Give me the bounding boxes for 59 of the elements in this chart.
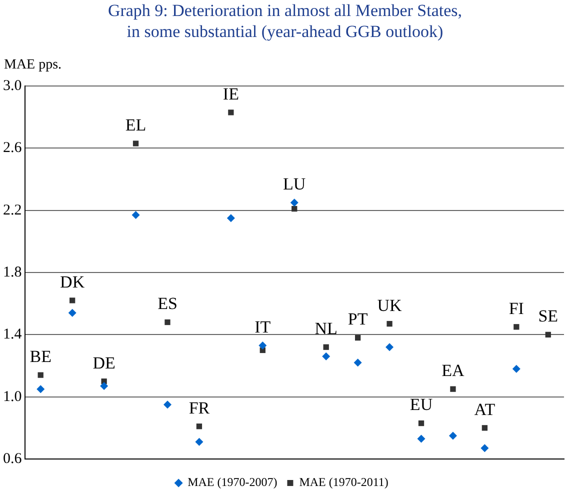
point xyxy=(514,324,520,330)
point xyxy=(70,298,76,304)
point xyxy=(323,344,329,350)
y-axis-title: MAE pps. xyxy=(4,58,62,73)
x-tick-label: IE xyxy=(222,84,239,104)
point xyxy=(545,332,551,338)
point xyxy=(68,308,76,317)
point xyxy=(450,386,456,392)
legend-label: MAE (1970-2011) xyxy=(299,475,388,490)
x-tick-label: IT xyxy=(254,318,272,337)
y-tick-label: 2.6 xyxy=(3,140,22,156)
point xyxy=(480,444,489,452)
x-tick-label: EA xyxy=(442,361,466,380)
x-tick-label: ES xyxy=(158,294,178,314)
x-tick-label: PT xyxy=(348,310,368,329)
x-tick-label: EL xyxy=(125,115,146,134)
x-tick-label: UK xyxy=(377,296,403,315)
x-tick-label: FI xyxy=(508,298,524,318)
chart-title: Graph 9: Deterioration in almost all Member States, in some substantial (year-ahead GGB outlook) xyxy=(106,0,464,43)
point xyxy=(100,382,108,390)
point xyxy=(228,110,234,116)
point xyxy=(354,358,362,367)
point xyxy=(258,342,267,350)
point xyxy=(163,400,172,409)
point xyxy=(132,140,139,146)
point xyxy=(417,434,426,443)
y-tick-label: 3.0 xyxy=(3,78,22,94)
point xyxy=(418,420,424,426)
y-tick-label: 1.8 xyxy=(3,264,22,280)
point xyxy=(292,206,298,212)
point xyxy=(36,385,45,394)
x-tick-label: FR xyxy=(188,398,210,418)
x-tick-label: NL xyxy=(314,319,338,338)
point xyxy=(164,319,170,326)
y-tick-label: 1.4 xyxy=(3,326,22,343)
point xyxy=(290,198,298,207)
point xyxy=(38,372,44,378)
y-tick-label: 2.2 xyxy=(3,202,22,218)
point xyxy=(196,424,202,430)
x-tick-label: SE xyxy=(538,306,558,326)
point xyxy=(322,352,330,360)
point xyxy=(386,343,394,352)
x-tick-label: AT xyxy=(474,400,496,419)
point xyxy=(354,334,361,341)
x-tick-label: BE xyxy=(30,347,52,366)
point xyxy=(195,438,204,446)
y-tick-label: 0.6 xyxy=(3,450,22,467)
point xyxy=(482,425,488,431)
x-tick-label: DK xyxy=(60,272,86,292)
legend-label: MAE (1970-2007) xyxy=(188,475,278,490)
x-tick-label: EU xyxy=(410,395,433,414)
point xyxy=(386,320,392,327)
point xyxy=(226,214,235,222)
point xyxy=(132,210,140,219)
x-tick-label: LU xyxy=(283,174,306,194)
point xyxy=(512,364,520,373)
y-tick-label: 1.0 xyxy=(3,388,22,405)
x-tick-label: DE xyxy=(92,353,116,372)
point xyxy=(448,432,457,440)
